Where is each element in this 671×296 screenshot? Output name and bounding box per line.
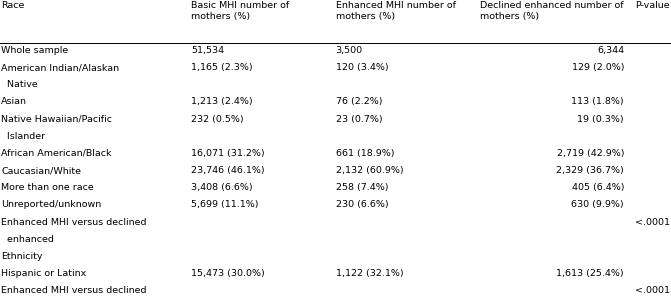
Text: 1,122 (32.1%): 1,122 (32.1%) bbox=[336, 269, 403, 278]
Text: 630 (9.9%): 630 (9.9%) bbox=[572, 200, 624, 209]
Text: Declined enhanced number of
mothers (%): Declined enhanced number of mothers (%) bbox=[480, 1, 623, 21]
Text: Native Hawaiian/Pacific: Native Hawaiian/Pacific bbox=[1, 115, 112, 123]
Text: 19 (0.3%): 19 (0.3%) bbox=[578, 115, 624, 123]
Text: More than one race: More than one race bbox=[1, 183, 94, 192]
Text: 1,613 (25.4%): 1,613 (25.4%) bbox=[556, 269, 624, 278]
Text: 23 (0.7%): 23 (0.7%) bbox=[336, 115, 382, 123]
Text: African American/Black: African American/Black bbox=[1, 149, 112, 158]
Text: 230 (6.6%): 230 (6.6%) bbox=[336, 200, 388, 209]
Text: <.0001: <.0001 bbox=[635, 286, 670, 295]
Text: 258 (7.4%): 258 (7.4%) bbox=[336, 183, 388, 192]
Text: <.0001: <.0001 bbox=[635, 218, 670, 226]
Text: 1,213 (2.4%): 1,213 (2.4%) bbox=[191, 97, 253, 106]
Text: 3,408 (6.6%): 3,408 (6.6%) bbox=[191, 183, 253, 192]
Text: enhanced: enhanced bbox=[1, 235, 54, 244]
Text: 129 (2.0%): 129 (2.0%) bbox=[572, 63, 624, 72]
Text: Ethnicity: Ethnicity bbox=[1, 252, 43, 261]
Text: 76 (2.2%): 76 (2.2%) bbox=[336, 97, 382, 106]
Text: 2,719 (42.9%): 2,719 (42.9%) bbox=[556, 149, 624, 158]
Text: Enhanced MHI number of
mothers (%): Enhanced MHI number of mothers (%) bbox=[336, 1, 456, 21]
Text: Basic MHI number of
mothers (%): Basic MHI number of mothers (%) bbox=[191, 1, 289, 21]
Text: Native: Native bbox=[1, 80, 38, 89]
Text: Asian: Asian bbox=[1, 97, 28, 106]
Text: 16,071 (31.2%): 16,071 (31.2%) bbox=[191, 149, 265, 158]
Text: Unreported/unknown: Unreported/unknown bbox=[1, 200, 101, 209]
Text: 5,699 (11.1%): 5,699 (11.1%) bbox=[191, 200, 259, 209]
Text: Caucasian/White: Caucasian/White bbox=[1, 166, 81, 175]
Text: 3,500: 3,500 bbox=[336, 46, 362, 55]
Text: 2,329 (36.7%): 2,329 (36.7%) bbox=[556, 166, 624, 175]
Text: Islander: Islander bbox=[1, 132, 46, 141]
Text: 51,534: 51,534 bbox=[191, 46, 224, 55]
Text: 6,344: 6,344 bbox=[597, 46, 624, 55]
Text: 232 (0.5%): 232 (0.5%) bbox=[191, 115, 244, 123]
Text: P-value: P-value bbox=[635, 1, 670, 10]
Text: Race: Race bbox=[1, 1, 25, 10]
Text: Whole sample: Whole sample bbox=[1, 46, 68, 55]
Text: 405 (6.4%): 405 (6.4%) bbox=[572, 183, 624, 192]
Text: American Indian/Alaskan: American Indian/Alaskan bbox=[1, 63, 119, 72]
Text: 661 (18.9%): 661 (18.9%) bbox=[336, 149, 394, 158]
Text: 120 (3.4%): 120 (3.4%) bbox=[336, 63, 388, 72]
Text: 23,746 (46.1%): 23,746 (46.1%) bbox=[191, 166, 265, 175]
Text: 1,165 (2.3%): 1,165 (2.3%) bbox=[191, 63, 253, 72]
Text: 2,132 (60.9%): 2,132 (60.9%) bbox=[336, 166, 403, 175]
Text: 113 (1.8%): 113 (1.8%) bbox=[572, 97, 624, 106]
Text: Enhanced MHI versus declined: Enhanced MHI versus declined bbox=[1, 286, 147, 295]
Text: 15,473 (30.0%): 15,473 (30.0%) bbox=[191, 269, 265, 278]
Text: Hispanic or Latinx: Hispanic or Latinx bbox=[1, 269, 87, 278]
Text: Enhanced MHI versus declined: Enhanced MHI versus declined bbox=[1, 218, 147, 226]
